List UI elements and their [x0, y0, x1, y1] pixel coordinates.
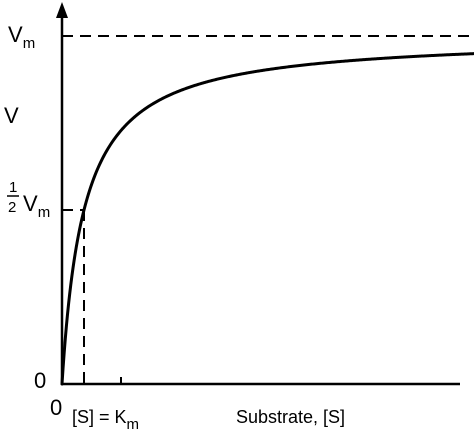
half-vmax-label-main: V — [23, 191, 38, 216]
y-axis-title: V — [4, 103, 19, 128]
km-label-main: [S] = K — [72, 407, 127, 427]
km-label: [S] = Km — [72, 407, 139, 432]
saturation-curve — [60, 52, 474, 386]
half-vmax-label: Vm — [23, 191, 50, 221]
x-axis-title: Substrate, [S] — [236, 407, 345, 427]
half-vmax-numerator: 1 — [9, 179, 17, 196]
x-axis-origin-label: 0 — [50, 395, 62, 420]
vmax-label: Vm — [8, 22, 35, 52]
y-axis-arrowhead — [56, 2, 68, 18]
half-vmax-denominator: 2 — [8, 199, 16, 216]
half-vmax-label-sub: m — [38, 204, 51, 221]
km-label-sub: m — [127, 416, 140, 432]
vmax-label-main: V — [8, 22, 23, 47]
vmax-label-sub: m — [23, 35, 36, 52]
y-axis-origin-label: 0 — [34, 368, 46, 393]
